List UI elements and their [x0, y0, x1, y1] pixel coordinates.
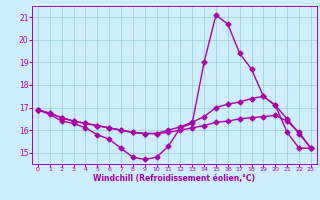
X-axis label: Windchill (Refroidissement éolien,°C): Windchill (Refroidissement éolien,°C)	[93, 174, 255, 183]
